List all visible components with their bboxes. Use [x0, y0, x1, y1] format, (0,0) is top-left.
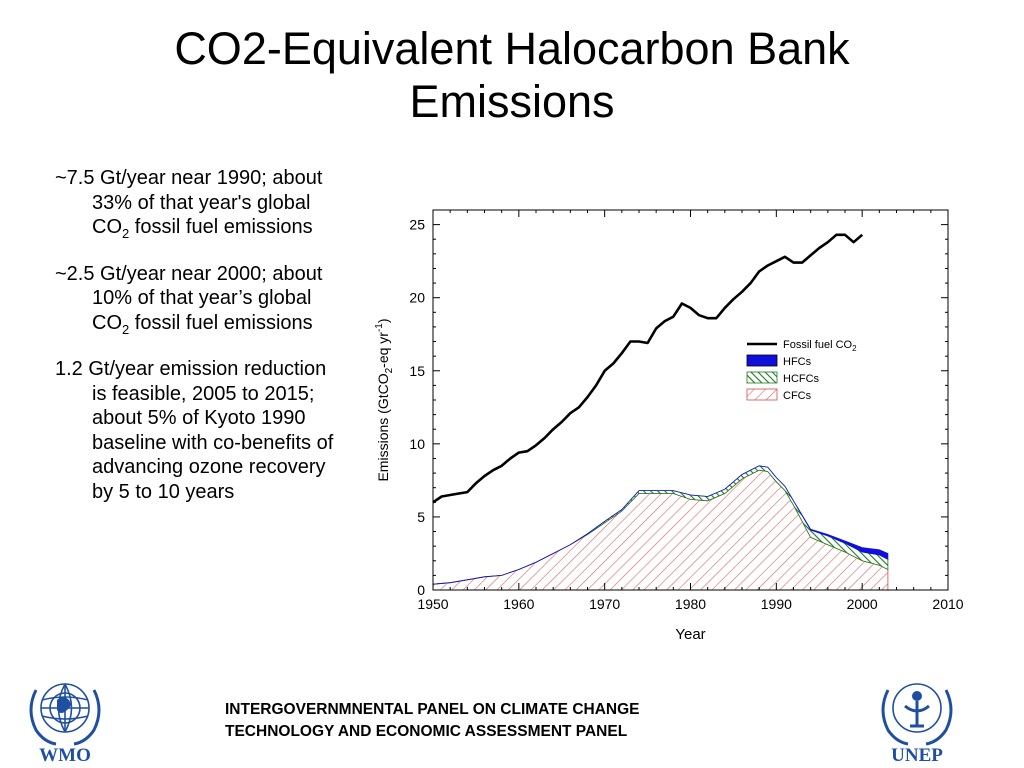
- x-axis-label: Year: [675, 626, 705, 643]
- area-layer: [432, 465, 889, 591]
- slide-title-line-1: CO2-Equivalent Halocarbon Bank: [174, 23, 850, 74]
- x-tick-label: 1980: [675, 596, 706, 612]
- axes-layer: 1950 1960 1970 1980 1990 2000 2010 0 5 10 15 20 25 Ye…: [374, 209, 964, 643]
- y-tick-label: 5: [417, 509, 425, 525]
- legend-swatch-cfcs: [746, 388, 778, 401]
- x-tick-label: 1960: [503, 596, 534, 612]
- bullet-list: ~7.5 Gt/year near 1990; about 33% of tha…: [55, 166, 345, 526]
- y-axis-label-text: ): [375, 318, 391, 323]
- line-layer: [432, 233, 864, 504]
- footer: INTERGOVERNMNENTAL PANEL ON CLIMATE CHAN…: [225, 699, 640, 743]
- y-tick-label: 0: [417, 582, 425, 598]
- x-tick-label: 1990: [761, 596, 792, 612]
- bullet-item: 1.2 Gt/year emission reduction is feasib…: [55, 357, 345, 504]
- y-axis-label-text: Emissions (GtCO: [375, 373, 391, 481]
- chart-legend: Fossil fuel CO2 HFCs HCFCs CFCs: [746, 339, 857, 402]
- y-axis-label-text: -eq yr: [375, 332, 391, 368]
- bullet-text: ~2.5 Gt/year near 2000; about 10% of tha…: [55, 262, 323, 334]
- bullet-text-end: fossil fuel emissions: [129, 216, 313, 238]
- legend-label-hfcs: HFCs: [783, 356, 812, 368]
- legend-label-cfcs: CFCs: [783, 390, 812, 402]
- x-tick-label: 1950: [417, 596, 448, 612]
- y-tick-label: 25: [409, 217, 425, 233]
- wmo-logo: WMO: [29, 683, 101, 766]
- wmo-continents: [57, 697, 71, 713]
- y-tick-label: 20: [409, 290, 425, 306]
- x-tick-label: 2000: [847, 596, 878, 612]
- legend-label-subscript: 2: [852, 344, 857, 353]
- x-tick-label: 1970: [589, 596, 620, 612]
- bullet-subscript: 2: [122, 226, 130, 241]
- emissions-chart: 1950 1960 1970 1980 1990 2000 2010 0 5 10 15 20 25 Ye…: [374, 209, 964, 643]
- bullet-item: ~7.5 Gt/year near 1990; about 33% of tha…: [55, 166, 345, 240]
- unep-emblem: [881, 683, 953, 746]
- bullet-text: ~7.5 Gt/year near 1990; about 33% of tha…: [55, 167, 323, 238]
- bullet-text-end: fossil fuel emissions: [129, 311, 313, 334]
- y-axis-label-subscript: 2: [384, 367, 395, 373]
- slide-title: CO2-Equivalent Halocarbon Bank Emissions: [0, 22, 1024, 128]
- legend-label-text: Fossil fuel CO: [783, 339, 853, 351]
- y-axis-label: Emissions (GtCO2-eq yr-1): [374, 318, 395, 481]
- bullet-subscript: 2: [122, 321, 130, 337]
- wmo-label: WMO: [39, 745, 91, 766]
- unep-label: UNEP: [891, 745, 943, 766]
- footer-line-1: INTERGOVERNMNENTAL PANEL ON CLIMATE CHAN…: [225, 701, 640, 718]
- x-tick-label: 2010: [932, 596, 963, 612]
- footer-line-2: TECHNOLOGY AND ECONOMIC ASSESSMENT PANEL: [225, 723, 628, 740]
- bullet-item: ~2.5 Gt/year near 2000; about 10% of tha…: [55, 262, 345, 336]
- legend-swatch-hfcs: [746, 354, 778, 367]
- area-cfcs: [432, 469, 889, 591]
- y-axis-label-superscript: -1: [374, 323, 385, 332]
- y-tick-label: 15: [409, 363, 425, 379]
- bullet-text: 1.2 Gt/year emission reduction is feasib…: [55, 358, 334, 503]
- fossil-fuel-line: [432, 233, 864, 504]
- unep-logo: UNEP: [881, 683, 953, 766]
- legend-label-hcfcs: HCFCs: [783, 373, 820, 385]
- y-tick-label: 10: [409, 436, 425, 452]
- slide-title-line-2: Emissions: [409, 76, 615, 127]
- area-hfcs: [432, 465, 889, 585]
- wmo-emblem: [29, 683, 101, 746]
- legend-label-fossil: Fossil fuel CO2: [783, 339, 857, 353]
- legend-swatch-hcfcs: [746, 371, 778, 384]
